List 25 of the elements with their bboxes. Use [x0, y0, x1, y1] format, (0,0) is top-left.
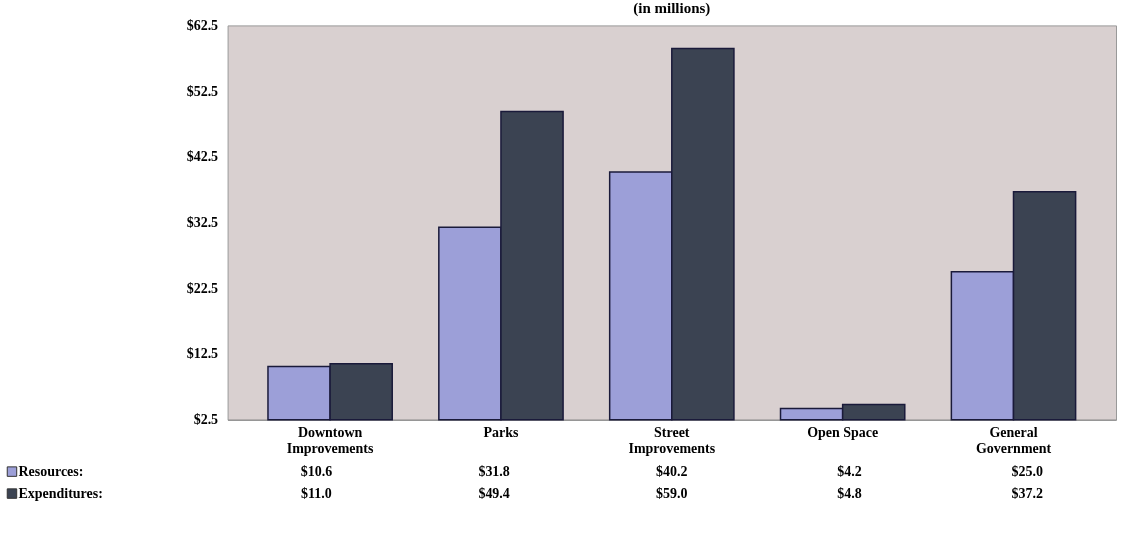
y-tick-label: $52.5	[186, 83, 219, 99]
data-label: $11.0	[301, 485, 332, 501]
data-label: $4.2	[837, 463, 862, 479]
data-label: $40.2	[656, 463, 688, 479]
y-tick-label: $62.5	[186, 17, 219, 33]
x-tick-label: Downtown Improvements	[286, 425, 374, 457]
y-tick-label: $2.5	[193, 412, 219, 428]
y-tick-label: $22.5	[186, 280, 219, 296]
data-label: $59.0	[656, 485, 688, 501]
legend-label: Expenditures:	[18, 486, 103, 502]
y-tick-label: $12.5	[186, 346, 219, 362]
legend-label: Resources:	[18, 464, 84, 480]
x-tick-label: General Government	[975, 425, 1052, 457]
data-label: $49.4	[478, 485, 510, 501]
data-label: $25.0	[1011, 463, 1043, 479]
data-label: $4.8	[837, 485, 862, 501]
data-label: $10.6	[300, 463, 333, 479]
y-tick-label: $32.5	[186, 215, 219, 231]
chart-title: (in millions)	[633, 0, 711, 18]
data-label: $37.2	[1011, 485, 1043, 501]
x-tick-label: Street Improvements	[628, 425, 716, 457]
y-tick-label: $42.5	[186, 149, 219, 165]
x-tick-label: Open Space	[807, 425, 879, 441]
data-label: $31.8	[478, 463, 510, 479]
x-tick-label: Parks	[483, 425, 519, 441]
